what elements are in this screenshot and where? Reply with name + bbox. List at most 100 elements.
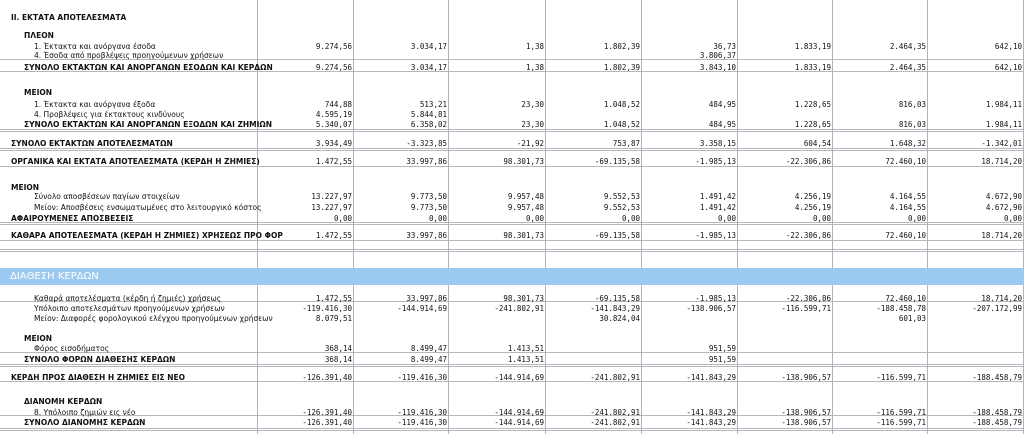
row-label: 8. Υπόλοιπο ζημιών εις νέο [34,408,136,417]
row-label: ΚΕΡΔΗ ΠΡΟΣ ΔΙΑΘΕΣΗ Η ΖΗΜΙΕΣ ΕΙΣ ΝΕΟ [11,373,186,382]
row-label: Μείον: Διαφορές φορολογικού ελέγχου προη… [34,314,273,323]
row-divider [0,131,1024,132]
cell-value: 18.714,20 [981,231,1022,240]
cell-value: -119.416,30 [397,418,447,427]
cell-value: 4.256,19 [794,203,831,212]
cell-value: 1.491,42 [699,203,736,212]
cell-value: -126.391,40 [302,373,352,382]
row-divider [0,364,1024,365]
cell-value: -116.599,71 [781,304,831,313]
row-label: ΚΑΘΑΡΑ ΑΠΟΤΕΛΕΣΜΑΤΑ (ΚΕΡΔΗ Η ΖΗΜΙΕΣ) ΧΡΗ… [11,231,283,240]
cell-value: 1.984,11 [985,120,1022,129]
cell-value: 3.034,17 [410,63,447,72]
row-divider [0,415,1024,416]
row-label: 4. Έσοδα από προβλέψεις προηγούμενων χρή… [34,51,224,60]
cell-value: -241.802,91 [590,408,640,417]
cell-value: 8.499,47 [410,344,447,353]
cell-value: -116.599,71 [876,418,926,427]
cell-value: 9.552,53 [603,192,640,201]
cell-value: 33.997,86 [406,157,447,166]
cell-value: -188.458,79 [972,408,1022,417]
row-divider [0,352,1024,353]
row-label: 1. Έκτακτα και ανόργανα έξοδα [34,100,156,109]
row-label: ΑΦΑΙΡΟΥΜΕΝΕΣ ΑΠΟΣΒΕΣΕΙΣ [11,214,134,223]
row-label: Σύνολο αποσβέσεων παγίων στοιχείων [34,192,180,201]
cell-value: 0,00 [1003,214,1022,223]
cell-value: 1.984,11 [985,100,1022,109]
row-divider [0,428,1024,429]
row-divider [0,150,1024,151]
row-label: ΣΥΝΟΛΟ ΦΟΡΩΝ ΔΙΑΘΕΣΗΣ ΚΕΡΔΩΝ [24,355,176,364]
cell-value: -1.342,01 [981,139,1022,148]
cell-value: 5.844,81 [410,110,447,119]
cell-value: 1.048,52 [603,120,640,129]
row-label: ΟΡΓΑΝΙΚΑ ΚΑΙ ΕΚΤΑΤΑ ΑΠΟΤΕΛΕΣΜΑΤΑ (ΚΕΡΔΗ … [11,157,260,166]
row-divider [0,430,1024,431]
cell-value: 1.491,42 [699,192,736,201]
cell-value: 1.228,65 [794,100,831,109]
column-divider [737,0,738,434]
cell-value: 1.413,51 [507,355,544,364]
row-divider [0,224,1024,225]
column-divider [832,0,833,434]
cell-value: 1,38 [525,63,544,72]
cell-value: 33.997,86 [406,231,447,240]
cell-value: 2.464,35 [889,63,926,72]
cell-value: -116.599,71 [876,373,926,382]
section-band-profit-distribution: ΔΙΑΘΕΣΗ ΚΕΡΔΩΝ [0,268,1024,285]
row-label: ΣΥΝΟΛΟ ΔΙΑΝΟΜΗΣ ΚΕΡΔΩΝ [24,418,146,427]
cell-value: -144.914,69 [494,418,544,427]
row-label: Υπόλοιπο αποτελεσμάτων προηγούμενων χρήσ… [34,304,225,313]
cell-value: 8.499,47 [410,355,447,364]
cell-value: 3.034,17 [410,42,447,51]
row-label: ΣΥΝΟΛΟ ΕΚΤΑΚΤΩΝ ΚΑΙ ΑΝΟΡΓΑΝΩΝ ΕΣΟΔΩΝ ΚΑΙ… [24,63,273,72]
row-divider [0,222,1024,223]
cell-value: 4.164,55 [889,203,926,212]
cell-value: 0,00 [907,214,926,223]
column-divider [448,0,449,434]
cell-value: -126.391,40 [302,408,352,417]
row-divider [0,166,1024,167]
cell-value: 30.824,04 [599,314,640,323]
row-label: ΔΙΑΝΟΜΗ ΚΕΡΔΩΝ [24,397,103,406]
row-divider [0,366,1024,367]
cell-value: 9.773,50 [410,192,447,201]
cell-value: -144.914,69 [494,373,544,382]
cell-value: -138.906,57 [781,418,831,427]
cell-value: 604,54 [803,139,831,148]
cell-value: -119.416,30 [397,408,447,417]
cell-value: 1.048,52 [603,100,640,109]
cell-value: 3.358,15 [699,139,736,148]
cell-value: -1.985,13 [695,231,736,240]
cell-value: 1.413,51 [507,344,544,353]
column-divider [353,0,354,434]
cell-value: 23,30 [521,100,544,109]
cell-value: 98.301,73 [503,231,544,240]
row-label: ΣΥΝΟΛΟ ΕΚΤΑΚΤΩΝ ΑΠΟΤΕΛΕΣΜΑΤΩΝ [11,139,173,148]
cell-value: 0,00 [525,214,544,223]
cell-value: 5.340,07 [315,120,352,129]
cell-value: 1.648,32 [889,139,926,148]
cell-value: 18.714,20 [981,157,1022,166]
cell-value: -69.135,58 [594,157,640,166]
cell-value: 6.358,02 [410,120,447,129]
cell-value: -119.416,30 [397,373,447,382]
cell-value: 18.714,20 [981,294,1022,303]
column-divider [641,0,642,434]
cell-value: -188.458,79 [972,418,1022,427]
cell-value: 484,95 [708,120,736,129]
row-label: 1. Έκτακτα και ανόργανα έσοδα [34,42,156,51]
cell-value: 4.672,90 [985,192,1022,201]
cell-value: 13.227,97 [311,192,352,201]
cell-value: -141.843,29 [686,418,736,427]
cell-value: 98.301,73 [503,157,544,166]
cell-value: 72.460,10 [885,157,926,166]
cell-value: -141.843,29 [590,304,640,313]
cell-value: 3.806,37 [699,51,736,60]
cell-value: 72.460,10 [885,294,926,303]
cell-value: -119.416,30 [302,304,352,313]
cell-value: 0,00 [812,214,831,223]
cell-value: 0,00 [621,214,640,223]
row-label: Καθαρά αποτελέσματα (κέρδη ή ζημιές) χρή… [34,294,222,303]
